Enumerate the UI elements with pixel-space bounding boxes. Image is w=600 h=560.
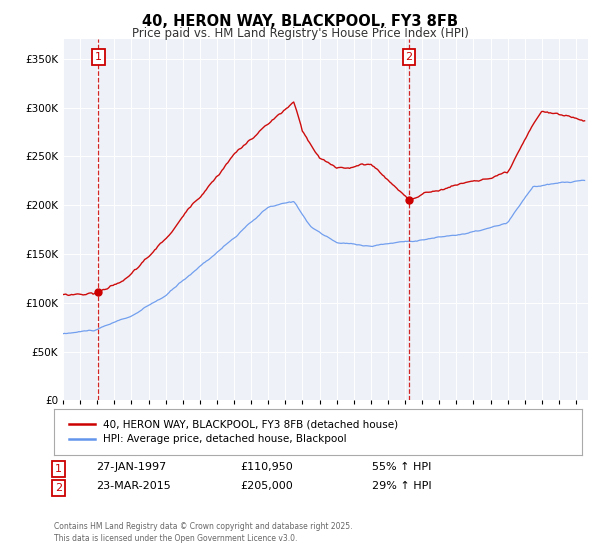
- Text: Price paid vs. HM Land Registry's House Price Index (HPI): Price paid vs. HM Land Registry's House …: [131, 27, 469, 40]
- Text: 27-JAN-1997: 27-JAN-1997: [96, 462, 166, 472]
- Text: 29% ↑ HPI: 29% ↑ HPI: [372, 481, 431, 491]
- Text: 1: 1: [55, 464, 62, 474]
- Text: 1: 1: [95, 52, 102, 62]
- Text: 23-MAR-2015: 23-MAR-2015: [96, 481, 171, 491]
- Text: Contains HM Land Registry data © Crown copyright and database right 2025.
This d: Contains HM Land Registry data © Crown c…: [54, 522, 353, 543]
- Text: £205,000: £205,000: [240, 481, 293, 491]
- Text: 2: 2: [406, 52, 413, 62]
- Text: 55% ↑ HPI: 55% ↑ HPI: [372, 462, 431, 472]
- Text: 40, HERON WAY, BLACKPOOL, FY3 8FB: 40, HERON WAY, BLACKPOOL, FY3 8FB: [142, 14, 458, 29]
- Legend: 40, HERON WAY, BLACKPOOL, FY3 8FB (detached house), HPI: Average price, detached: 40, HERON WAY, BLACKPOOL, FY3 8FB (detac…: [64, 415, 403, 449]
- Text: 2: 2: [55, 483, 62, 493]
- Text: £110,950: £110,950: [240, 462, 293, 472]
